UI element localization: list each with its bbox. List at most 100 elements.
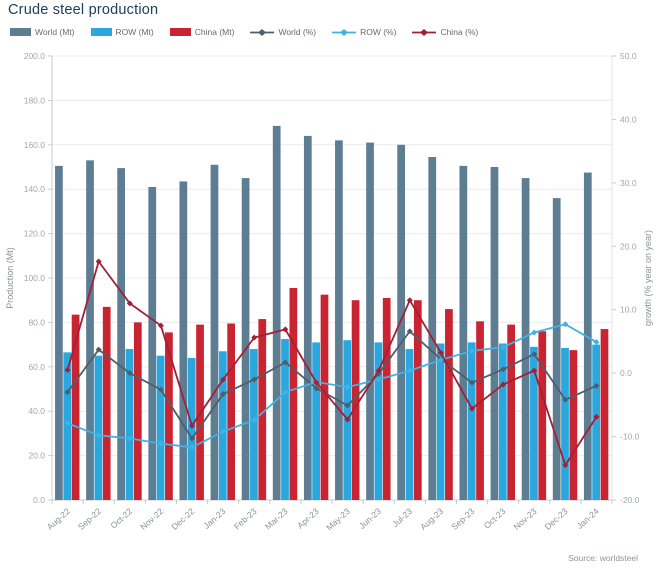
legend-bar-swatch bbox=[90, 28, 112, 36]
line-marker bbox=[469, 347, 475, 354]
bar bbox=[335, 140, 343, 501]
bar bbox=[125, 349, 134, 500]
x-category-labels: Aug-22 Sep-22 Oct-22 Nov-22 Dec-22 Jan-23 Feb-… bbox=[45, 506, 601, 533]
line-marker bbox=[282, 359, 289, 366]
x-category-label: Jul-23 bbox=[390, 506, 414, 529]
line-marker bbox=[375, 376, 382, 383]
bar bbox=[436, 343, 445, 500]
bar bbox=[413, 300, 422, 500]
bar bbox=[382, 297, 391, 500]
line-marker bbox=[220, 391, 227, 398]
bar bbox=[445, 309, 453, 500]
bar bbox=[521, 178, 530, 500]
y-right-tick-label: -20.0 bbox=[620, 495, 640, 505]
bar bbox=[289, 287, 298, 500]
axes bbox=[48, 55, 616, 504]
line-marker bbox=[531, 351, 538, 358]
line-marker bbox=[64, 366, 71, 373]
line-marker bbox=[593, 382, 600, 389]
y-right-tick-label: 50.0 bbox=[620, 51, 637, 61]
line-marker bbox=[251, 376, 258, 383]
line-marker bbox=[313, 385, 320, 392]
line-marker bbox=[562, 321, 569, 328]
legend-line-swatch bbox=[332, 28, 357, 36]
y-left-axis-title: Production (Mt) bbox=[5, 247, 15, 309]
y-left-tick-label: 200.0 bbox=[24, 51, 46, 61]
bars-row-mt bbox=[63, 339, 601, 500]
line-marker bbox=[251, 334, 258, 341]
line-marker bbox=[189, 444, 195, 451]
x-category-label: Dec-23 bbox=[543, 506, 570, 532]
line-marker bbox=[593, 413, 600, 420]
bar bbox=[250, 349, 258, 500]
line-marker bbox=[375, 367, 382, 374]
bar bbox=[374, 342, 383, 500]
bar bbox=[498, 343, 507, 500]
y-right-tick-label: 20.0 bbox=[620, 241, 637, 251]
bar bbox=[366, 142, 374, 500]
line-marker bbox=[95, 346, 102, 353]
y-right-tick-label: 10.0 bbox=[620, 305, 637, 315]
bar bbox=[63, 352, 72, 500]
line-marker bbox=[189, 435, 195, 442]
line-world bbox=[64, 328, 600, 442]
bar bbox=[258, 319, 267, 500]
x-category-label: Jan-23 bbox=[201, 506, 227, 531]
legend-item-world: World (%) bbox=[250, 27, 316, 37]
bar bbox=[133, 322, 142, 500]
bar bbox=[538, 331, 547, 500]
x-category-label: Aug-23 bbox=[418, 506, 445, 532]
line-marker bbox=[220, 376, 227, 383]
line-china bbox=[64, 258, 600, 469]
x-category-label: Sep-23 bbox=[449, 506, 476, 532]
x-category-label: Feb-23 bbox=[232, 506, 259, 532]
x-category-label: Nov-23 bbox=[512, 506, 539, 532]
bar bbox=[227, 323, 236, 500]
legend-item-china-mt: China (Mt) bbox=[169, 27, 234, 37]
y-left-tick-label: 140.0 bbox=[24, 184, 46, 194]
chart-legend: World (Mt) ROW (Mt) China (Mt) World (%) ROW… bbox=[10, 27, 478, 37]
line-path bbox=[66, 330, 597, 440]
legend-line-swatch bbox=[250, 28, 275, 36]
bar bbox=[210, 164, 219, 500]
legend-line-swatch bbox=[412, 28, 437, 36]
bar bbox=[55, 165, 63, 500]
line-marker bbox=[406, 297, 413, 304]
x-category-label: Mar-23 bbox=[263, 506, 290, 532]
line-marker bbox=[220, 428, 227, 435]
line-marker bbox=[344, 384, 351, 391]
line-marker bbox=[126, 435, 133, 442]
bar bbox=[561, 347, 569, 500]
y-left-tick-label: 120.0 bbox=[24, 229, 46, 239]
line-marker bbox=[531, 367, 538, 374]
line-row bbox=[64, 321, 600, 451]
line-marker bbox=[282, 326, 289, 333]
line-marker bbox=[157, 440, 164, 447]
line-marker bbox=[344, 416, 351, 423]
line-marker bbox=[64, 420, 71, 427]
bar bbox=[428, 157, 437, 500]
axis-titles: Production (Mt) growth (% year on year) bbox=[5, 230, 653, 326]
y-right-tick-labels: -20.0 -10.0 0.0 10.0 20.0 30.0 40.0 50.0 bbox=[620, 51, 640, 505]
line-marker bbox=[500, 366, 507, 373]
bar bbox=[272, 125, 281, 501]
y-left-tick-label: 100.0 bbox=[24, 273, 46, 283]
y-left-tick-label: 80.0 bbox=[28, 317, 45, 327]
bar bbox=[303, 135, 312, 501]
x-category-label: Sep-22 bbox=[76, 506, 103, 532]
bar bbox=[552, 198, 561, 500]
y-right-tick-label: 30.0 bbox=[620, 178, 637, 188]
bar bbox=[156, 355, 165, 500]
x-category-label: Aug-22 bbox=[45, 506, 72, 532]
line-marker bbox=[437, 349, 444, 356]
chart-title: Crude steel production bbox=[8, 2, 159, 18]
x-category-label: Nov-22 bbox=[138, 506, 165, 532]
legend-item-label: World (%) bbox=[278, 27, 317, 37]
y-right-tick-label: 40.0 bbox=[620, 114, 637, 124]
line-marker bbox=[469, 379, 475, 386]
bar bbox=[569, 350, 578, 500]
bar bbox=[592, 344, 601, 500]
line-path bbox=[66, 260, 598, 467]
bar bbox=[507, 324, 516, 500]
